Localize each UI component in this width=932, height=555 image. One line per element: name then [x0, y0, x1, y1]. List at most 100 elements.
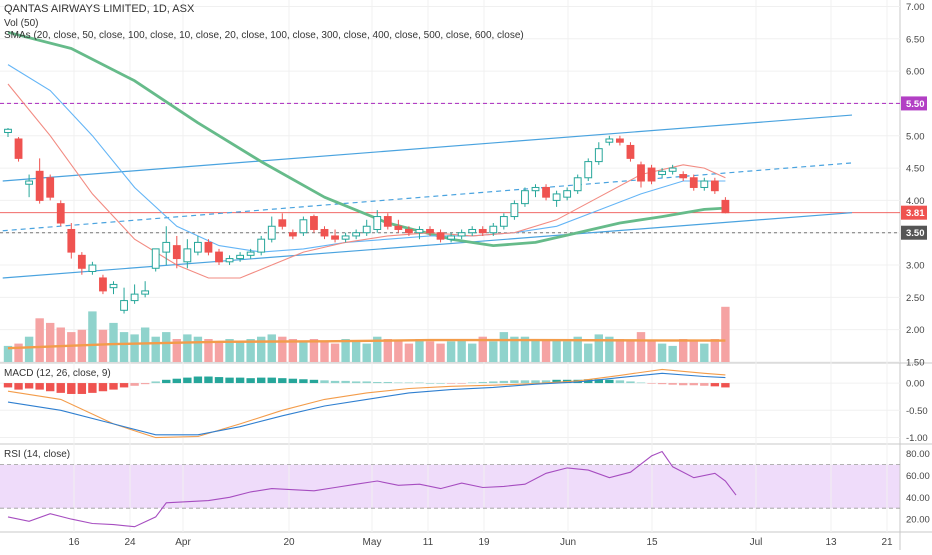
volume-bar [710, 339, 720, 362]
volume-bar [67, 332, 76, 362]
candle-body [658, 170, 667, 176]
macd-histogram-bar [140, 383, 150, 385]
volume-bar [636, 332, 646, 362]
macd-histogram-bar [77, 383, 87, 394]
candle-body [689, 177, 698, 188]
volume-bars [3, 306, 730, 394]
volume-bar [130, 334, 139, 362]
candle-body [710, 180, 719, 192]
rsi-tick-label: 60.00 [906, 471, 930, 482]
volume-bar [98, 329, 108, 362]
candle-body [679, 174, 688, 179]
volume-bar [605, 336, 614, 362]
volume-bar [700, 343, 709, 362]
macd-histogram-bar [668, 383, 677, 385]
candle-body [172, 245, 181, 260]
candle-body [109, 283, 118, 289]
candle-body [120, 300, 128, 311]
macd-signal-line [7, 368, 726, 439]
price-label-text: 3.50 [906, 228, 925, 239]
candle-body [668, 167, 677, 172]
volume-bar [415, 339, 424, 362]
volume-bar [457, 339, 466, 362]
candle-body [4, 128, 12, 134]
rsi-tick-label: 20.00 [906, 515, 930, 526]
volume-bar [647, 341, 656, 362]
macd-tick-label: -0.50 [906, 406, 928, 417]
x-tick-label: 16 [68, 537, 80, 548]
macd-histogram-bar [299, 379, 308, 384]
macd-histogram-bar [615, 380, 625, 384]
volume-bar [562, 341, 572, 362]
macd-histogram-bar [278, 378, 287, 384]
indicator-lines [0, 30, 900, 528]
volume-bar [446, 341, 456, 362]
candle-body [721, 199, 730, 214]
candle-body [605, 138, 614, 143]
candle-body [447, 235, 456, 240]
axes: 16 24 Apr 20 May 11 19 Jun 15 Jul 13 21 1.50 2.00 2.50… [68, 2, 929, 548]
macd-histogram-bar [235, 377, 245, 384]
macd-histogram-bar [520, 380, 530, 384]
x-tick-label: 19 [478, 537, 490, 548]
x-tick-label: 24 [124, 537, 136, 548]
candle-body [246, 251, 255, 256]
candle-body [310, 216, 318, 230]
volume-bar [109, 322, 118, 362]
x-tick-label: Jun [560, 537, 576, 548]
candle-body [626, 144, 635, 159]
volume-bar [299, 341, 308, 362]
trend-line [2, 212, 853, 279]
candle-body [331, 235, 339, 240]
volume-bar [541, 339, 551, 362]
price-tick-label: 4.50 [906, 164, 925, 175]
macd-histogram-bar [151, 381, 160, 384]
candle-body [194, 241, 202, 253]
sma-blue-line [7, 64, 726, 253]
volume-legend: Vol (50) [4, 18, 39, 29]
macd-histogram-bar [394, 382, 403, 384]
macd-histogram-bar [657, 383, 667, 385]
candle-body [46, 177, 55, 198]
volume-bar [35, 318, 44, 362]
candle-body [531, 186, 540, 192]
volume-bar [468, 343, 477, 362]
candles [4, 127, 730, 314]
candle-body [67, 228, 76, 253]
x-tick-label: May [363, 537, 382, 548]
volume-bar [341, 339, 350, 362]
macd-histogram-bar [88, 383, 97, 393]
macd-histogram-bar [35, 383, 44, 390]
volume-bar [594, 334, 603, 362]
macd-histogram-bar [373, 381, 382, 384]
macd-histogram-bar [330, 380, 340, 384]
volume-bar [510, 336, 519, 362]
macd-histogram-bar [225, 377, 234, 384]
rsi-tick-label: 80.00 [906, 449, 930, 460]
candle-body [499, 216, 508, 227]
trend-line [2, 162, 853, 232]
volume-bar [24, 336, 34, 362]
price-tick-label: 6.00 [906, 67, 925, 78]
x-tick-label: Apr [175, 537, 191, 548]
macd-histogram-bar [552, 379, 561, 384]
candle-body [183, 248, 192, 263]
macd-histogram-bar [721, 383, 730, 388]
candle-body [341, 235, 350, 240]
volume-bar [172, 339, 181, 362]
sma-legend: SMAs (20, close, 50, close, 100, close, … [4, 30, 524, 41]
volume-bar [362, 343, 371, 362]
macd-histogram-bar [3, 383, 13, 388]
candle-body [25, 180, 34, 185]
macd-histogram-bar [67, 383, 76, 394]
volume-bar [425, 341, 435, 362]
macd-histogram-bar [162, 379, 171, 384]
rsi-line [7, 450, 737, 528]
macd-histogram-bar [257, 377, 266, 384]
candle-body [394, 225, 403, 230]
price-label-box [901, 205, 927, 220]
candle-body [700, 180, 709, 188]
